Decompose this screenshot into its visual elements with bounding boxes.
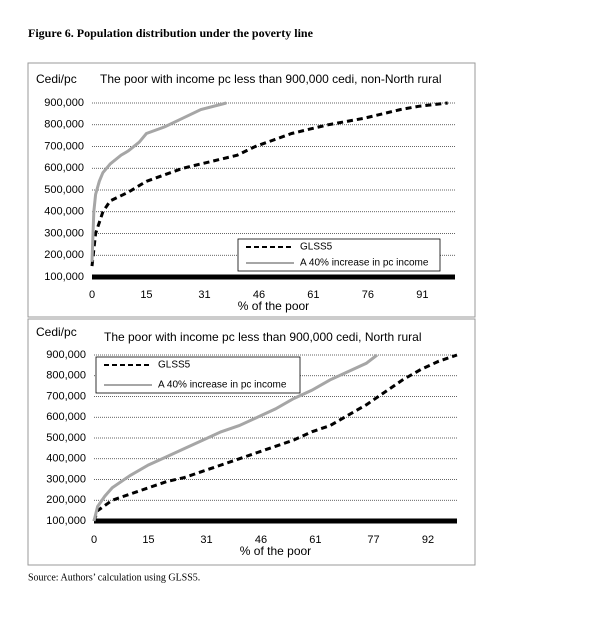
x-tick-label: 46 (253, 289, 265, 301)
data-line (90, 101, 227, 262)
y-tick-label: 100,000 (44, 271, 84, 283)
data-line (92, 353, 458, 522)
chart-frame (27, 62, 476, 318)
y-tick-label: 200,000 (46, 494, 86, 506)
legend-label: A 40% increase in pc income (158, 380, 287, 391)
y-tick-label: 900,000 (46, 349, 86, 361)
y-tick-label: 200,000 (44, 249, 84, 261)
y-tick-label: 800,000 (46, 370, 86, 382)
y-tick-label: 600,000 (46, 411, 86, 423)
y-tick-label: 800,000 (44, 119, 84, 131)
x-tick-label: 31 (200, 534, 212, 546)
y-tick-label: 400,000 (46, 453, 86, 465)
y-tick-label: 500,000 (44, 184, 84, 196)
x-tick-label: 15 (140, 289, 152, 301)
y-tick-label: 700,000 (46, 390, 86, 402)
source-note: Source: Authors’ calculation using GLSS5… (28, 572, 200, 583)
y-tick-label: 600,000 (44, 162, 84, 174)
chart-title: The poor with income pc less than 900,00… (100, 72, 442, 86)
x-tick-label: 46 (255, 534, 267, 546)
legend-label: GLSS5 (300, 242, 333, 253)
y-tick-label: 300,000 (46, 473, 86, 485)
x-axis-label: % of the poor (238, 299, 309, 313)
y-tick-label: 700,000 (44, 140, 84, 152)
x-tick-label: 61 (307, 289, 319, 301)
x-tick-label: 76 (362, 289, 374, 301)
y-axis-label: Cedi/pc (36, 72, 77, 86)
y-tick-label: 500,000 (46, 432, 86, 444)
y-tick-label: 900,000 (44, 97, 84, 109)
chart-title: The poor with income pc less than 900,00… (104, 330, 422, 344)
figure-title: Figure 6. Population distribution under … (28, 26, 314, 40)
y-tick-label: 300,000 (44, 227, 84, 239)
x-tick-label: 91 (416, 289, 428, 301)
y-axis-label: Cedi/pc (36, 325, 77, 339)
x-axis-label: % of the poor (240, 544, 311, 558)
data-line (90, 101, 448, 267)
x-tick-label: 77 (367, 534, 379, 546)
y-tick-label: 400,000 (44, 206, 84, 218)
x-tick-label: 0 (89, 289, 95, 301)
x-tick-label: 92 (422, 534, 434, 546)
y-tick-label: 100,000 (46, 515, 86, 527)
chart-frame (27, 318, 476, 566)
x-tick-label: 61 (309, 534, 321, 546)
x-tick-label: 0 (91, 534, 97, 546)
x-tick-label: 15 (142, 534, 154, 546)
legend-box (237, 238, 441, 272)
legend-label: A 40% increase in pc income (300, 258, 429, 269)
legend-box (95, 356, 301, 394)
data-line (92, 353, 379, 522)
legend-label: GLSS5 (158, 360, 191, 371)
x-tick-label: 31 (198, 289, 210, 301)
